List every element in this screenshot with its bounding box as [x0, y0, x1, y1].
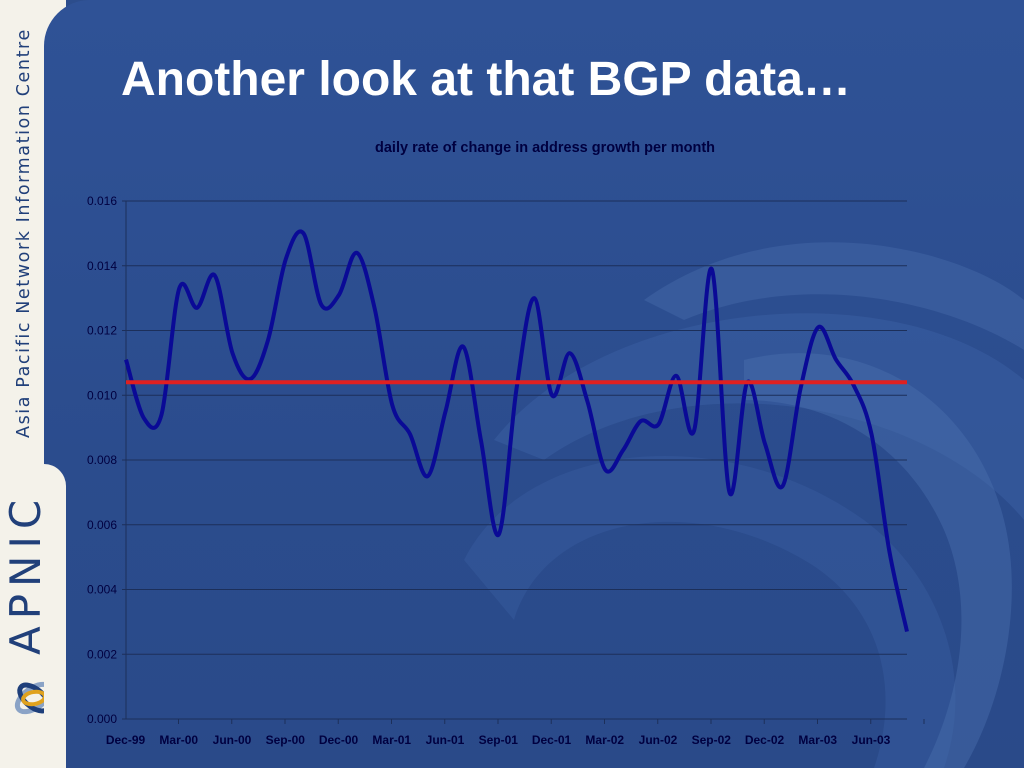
x-tick-label: Jun-03	[852, 733, 891, 747]
y-tick-label: 0.008	[87, 453, 117, 467]
x-tick-label: Dec-02	[745, 733, 785, 747]
background-swirl	[464, 242, 1024, 768]
x-tick-label: Dec-00	[319, 733, 359, 747]
x-tick-label: Mar-02	[585, 733, 624, 747]
y-tick-label: 0.016	[87, 194, 117, 208]
x-tick-label: Jun-00	[213, 733, 252, 747]
x-tick-label: Sep-00	[266, 733, 306, 747]
slide-title: Another look at that BGP data…	[121, 53, 851, 106]
x-tick-label: Sep-02	[692, 733, 732, 747]
x-tick-label: Mar-01	[372, 733, 411, 747]
y-tick-label: 0.004	[87, 583, 117, 597]
x-tick-label: Sep-01	[479, 733, 519, 747]
y-tick-label: 0.000	[87, 712, 117, 726]
sidebar-notch	[44, 464, 66, 768]
series-line	[124, 229, 909, 633]
y-tick-label: 0.002	[87, 647, 117, 661]
x-tick-label: Dec-01	[532, 733, 572, 747]
y-tick-label: 0.010	[87, 388, 117, 402]
x-tick-label: Dec-99	[106, 733, 146, 747]
x-tick-label: Mar-03	[798, 733, 837, 747]
chart-title: daily rate of change in address growth p…	[375, 140, 715, 156]
y-tick-label: 0.014	[87, 259, 117, 273]
y-tick-label: 0.012	[87, 324, 117, 338]
y-tick-label: 0.006	[87, 518, 117, 532]
x-tick-label: Mar-00	[159, 733, 198, 747]
x-tick-label: Jun-02	[639, 733, 678, 747]
x-tick-label: Jun-01	[426, 733, 465, 747]
